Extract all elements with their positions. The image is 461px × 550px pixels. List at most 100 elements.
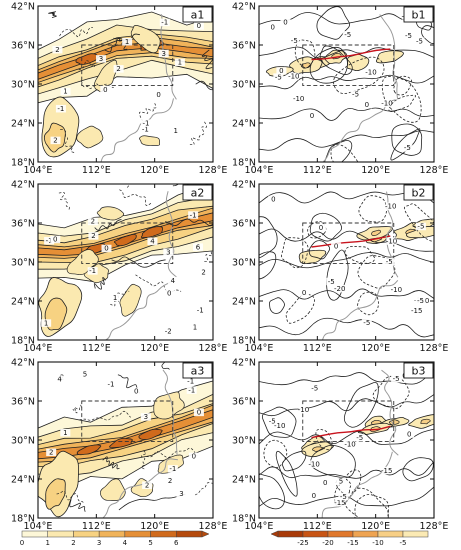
colorbar-right-swatch: [277, 530, 304, 538]
contour-label: -5: [328, 278, 335, 286]
contour-label: -1: [142, 126, 149, 134]
colorbar-right-swatch: [352, 530, 379, 538]
lon-tick-label: 128°E: [199, 343, 228, 354]
coastline-b1: [322, 99, 396, 162]
lat-tick-label: 18°N: [232, 336, 256, 347]
contour-label: 0: [312, 492, 316, 500]
colorbar-right-tick: -20: [322, 539, 333, 547]
colorbar-right-tick: -15: [347, 539, 358, 547]
panel-b3-field: -5-10-150-15-5-10-50-10-505-50-10: [259, 362, 434, 518]
colorbar-right: -25 -20 -15 -10 -5: [270, 530, 429, 547]
contour-label: 2: [91, 232, 95, 240]
lat-tick-label: 18°N: [232, 158, 256, 169]
contour-label: 2: [91, 218, 95, 226]
contour-label: -15: [334, 499, 345, 507]
lon-tick-label: 104°E: [24, 165, 53, 176]
panel-b2: -10-50-5-10-20-15-5-15-100-5-100-5042°N3…: [232, 180, 448, 355]
lon-tick-label: 120°E: [361, 521, 390, 532]
lon-tick-label: 112°E: [82, 343, 111, 354]
lon-tick-label: 120°E: [140, 521, 169, 532]
lon-tick-label: 104°E: [24, 343, 53, 354]
contour-label: -5: [386, 258, 393, 266]
contour-label: -5: [417, 297, 424, 305]
contour-label: 3: [161, 50, 165, 58]
contour-label: -5: [417, 223, 424, 231]
contour-label: 1: [173, 127, 177, 135]
colorbar-left-swatch: [73, 530, 100, 538]
contour-label: -1: [143, 119, 150, 127]
contour-label: 1: [44, 319, 48, 327]
contour-label: 0: [104, 245, 108, 253]
contour-label: 6: [196, 243, 201, 251]
lat-tick-label: 36°N: [11, 219, 35, 230]
contour-label: 0: [167, 289, 171, 297]
lon-tick-label: 120°E: [140, 165, 169, 176]
panel-b3: -5-10-150-15-5-10-50-10-505-50-1042°N36°…: [232, 358, 448, 533]
contour-label: 0: [279, 67, 283, 75]
lat-tick-label: 30°N: [232, 436, 256, 447]
contour-label: -10: [386, 237, 397, 245]
lat-tick-label: 18°N: [11, 158, 35, 169]
contour-label: 2: [116, 65, 120, 73]
contour-label: -1: [187, 377, 194, 385]
contour-label: 1: [125, 38, 129, 46]
colorbar-right-tick: -5: [400, 539, 407, 547]
panel-label-a1: a1: [191, 9, 205, 22]
lat-tick-label: 42°N: [232, 358, 256, 369]
contour-label: 3: [179, 490, 183, 498]
lon-tick-label: 104°E: [245, 521, 274, 532]
contour-label: -1: [169, 465, 176, 473]
contour-label: 4: [57, 376, 62, 384]
contour-label: 2: [55, 46, 59, 54]
panel-b2-field: -10-50-5-10-20-15-5-15-100-5-100-50: [259, 184, 434, 340]
contour-label: -10: [288, 73, 299, 81]
contour-label: -2: [165, 327, 172, 335]
contour-label: 2: [49, 449, 53, 457]
colorbar-right-tick: -10: [372, 539, 383, 547]
contour-label: 2: [145, 481, 149, 489]
lon-tick-label: 120°E: [361, 165, 390, 176]
colorbar-left: 0 1 2 3 4 5 6: [20, 530, 210, 547]
lat-tick-label: 24°N: [232, 475, 256, 486]
lat-tick-label: 42°N: [232, 2, 256, 13]
lon-tick-label: 112°E: [82, 165, 111, 176]
study-box-a3: [81, 400, 174, 443]
lon-tick-label: 112°E: [303, 521, 332, 532]
lon-tick-label: 128°E: [420, 343, 449, 354]
lon-tick-label: 128°E: [420, 165, 449, 176]
contour-label: -1: [46, 237, 53, 245]
contour-label: -5: [340, 493, 347, 501]
panel-label-b1: b1: [412, 9, 426, 22]
contour-label: -10: [385, 202, 396, 210]
contour-label: -5: [291, 37, 298, 45]
lat-tick-label: 18°N: [11, 336, 35, 347]
lat-tick-label: 42°N: [232, 180, 256, 191]
contour-label: 0: [134, 388, 138, 396]
contour-label: -10: [365, 68, 376, 76]
panel-label-b2: b2: [412, 187, 426, 200]
lat-tick-label: 24°N: [232, 119, 256, 130]
contour-label: 4: [150, 238, 155, 246]
contour-label: 0: [271, 196, 275, 204]
lat-tick-label: 42°N: [11, 2, 35, 13]
contour-label: -10: [293, 95, 304, 103]
contour-label: 0: [365, 101, 369, 109]
lat-tick-label: 18°N: [232, 514, 256, 525]
panel-b1: -10-50-5-10-15-10-50-5-10-50-50-5042°N36…: [232, 2, 448, 177]
contour-label: 0: [334, 243, 338, 251]
colorbar-left-tick: 2: [71, 539, 75, 547]
colorbar-left-swatch: [176, 530, 203, 538]
lon-tick-label: 128°E: [199, 165, 228, 176]
colorbar-left-swatch: [150, 530, 177, 538]
contour-label: -1: [190, 211, 197, 219]
lat-tick-label: 36°N: [232, 41, 256, 52]
lon-tick-label: 120°E: [140, 343, 169, 354]
contour-label: 5: [339, 478, 343, 486]
contour-label: -5: [275, 73, 282, 81]
contour-label: 4: [171, 277, 176, 285]
contour-label: -10: [344, 441, 355, 449]
contour-label: 3: [99, 55, 103, 63]
